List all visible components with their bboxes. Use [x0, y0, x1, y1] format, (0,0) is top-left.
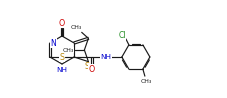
Text: NH: NH — [56, 67, 67, 73]
Text: N: N — [50, 39, 56, 48]
Text: S: S — [59, 53, 64, 62]
Text: CH₃: CH₃ — [62, 48, 74, 53]
Text: CH₃: CH₃ — [140, 79, 151, 84]
Text: CH₃: CH₃ — [71, 25, 82, 30]
Text: Cl: Cl — [118, 31, 125, 40]
Text: S: S — [84, 62, 89, 71]
Text: O: O — [59, 19, 65, 28]
Text: O: O — [88, 64, 95, 74]
Text: NH: NH — [100, 54, 111, 60]
